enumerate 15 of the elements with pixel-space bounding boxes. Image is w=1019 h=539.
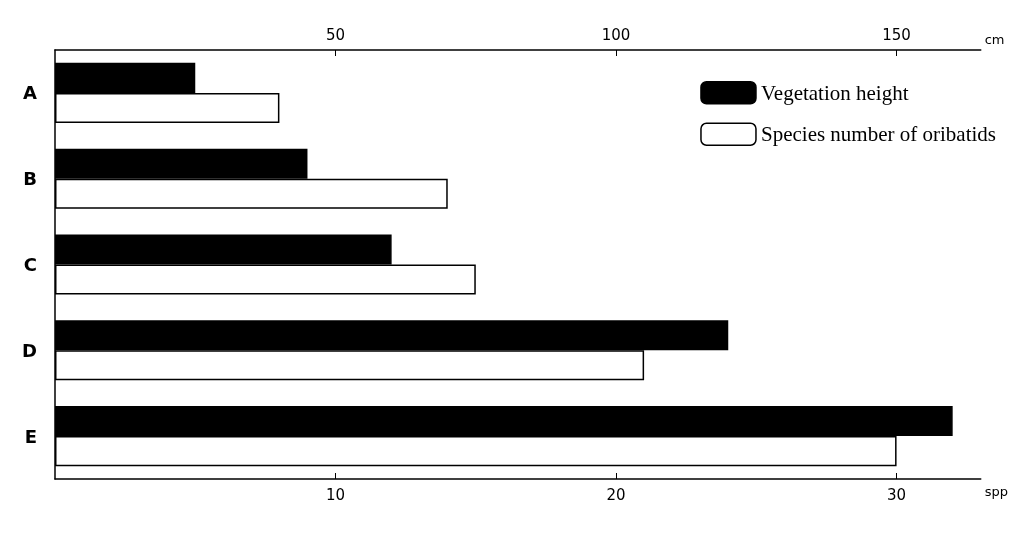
x2-tick-label: 100 — [601, 25, 631, 44]
x-axis-title: spp — [984, 484, 1008, 499]
legend-label: Species number of oribatids — [760, 122, 996, 147]
x2-tick-label: 50 — [325, 25, 346, 44]
x2-tick-label: 150 — [882, 25, 911, 44]
y-tick-label: E — [24, 425, 37, 447]
legend-label: Vegetation height — [760, 80, 909, 105]
x-tick-label: 20 — [606, 485, 626, 504]
x-tick-label: 10 — [325, 485, 346, 504]
x-tick-label: 30 — [887, 485, 907, 504]
y-tick-label: C — [23, 254, 37, 275]
x2-axis-title: cm — [984, 32, 1005, 47]
y-tick-label: A — [23, 82, 38, 104]
y-tick-label: D — [22, 339, 37, 361]
y-tick-label: B — [23, 168, 37, 190]
